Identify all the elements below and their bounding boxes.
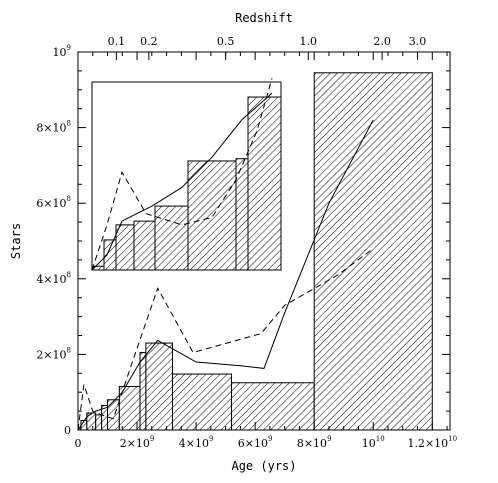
redshift-axis-ticks: 0.1 0.2 0.5 1.0 2.0 3.0	[108, 35, 427, 60]
redshift-tick-label: 3.0	[409, 35, 427, 48]
x-tick-label: 1010	[362, 435, 385, 450]
inset-histogram-bar	[103, 239, 117, 271]
histogram-bar	[145, 342, 173, 430]
y-tick-label: 4×108	[36, 271, 71, 286]
inset-histogram-bar	[187, 160, 237, 271]
x-axis-ticks: 0 2×109 4×109 6×109 8×109 1010 1.2×1010	[75, 52, 457, 450]
redshift-tick-label: 0.1	[108, 35, 126, 48]
histogram-bar	[231, 382, 315, 430]
x-tick-label: 4×109	[179, 435, 214, 450]
inset-plot	[91, 78, 282, 271]
x-axis-title: Age (yrs)	[231, 459, 296, 473]
redshift-tick-label: 2.0	[373, 35, 391, 48]
redshift-tick-label: 0.5	[217, 35, 235, 48]
inset-histogram-bar	[247, 96, 282, 271]
y-tick-label: 6×108	[36, 195, 71, 210]
inset-histogram-bar	[154, 205, 189, 271]
x-tick-label: 6×109	[238, 435, 273, 450]
y-tick-label: 2×108	[36, 346, 71, 361]
inset-histogram-bar	[133, 220, 156, 271]
x-tick-label: 2×109	[120, 435, 155, 450]
y-tick-label: 8×108	[36, 120, 71, 135]
y-tick-label: 0	[64, 424, 71, 437]
main-series-lines	[78, 119, 374, 430]
inset-histogram-bar	[235, 158, 249, 271]
histogram-bar	[95, 414, 103, 430]
redshift-axis-title: Redshift	[235, 11, 293, 25]
y-axis-title: Stars	[9, 223, 23, 259]
histogram-bar	[313, 72, 433, 430]
x-tick-label: 1.2×1010	[407, 435, 457, 450]
inset-histogram-bar	[115, 224, 135, 271]
inset-series-lines	[91, 78, 273, 271]
redshift-tick-label: 0.2	[140, 35, 158, 48]
y-tick-label: 109	[53, 44, 71, 59]
inset-dashed-series-line	[91, 78, 273, 271]
histogram-bar	[139, 352, 147, 430]
dashed-series-line	[78, 248, 374, 430]
histogram-bar	[171, 373, 233, 430]
inset-solid-series-line	[91, 92, 273, 271]
x-tick-label: 0	[75, 437, 82, 450]
solid-series-line	[78, 119, 374, 430]
histogram-bar	[107, 399, 120, 430]
x-tick-label: 8×109	[297, 435, 332, 450]
redshift-tick-label: 1.0	[300, 35, 318, 48]
inset-histogram	[91, 96, 282, 271]
y-axis-ticks: 0 2×108 4×108 6×108 8×108 109	[36, 44, 450, 437]
main-histogram	[78, 72, 433, 430]
